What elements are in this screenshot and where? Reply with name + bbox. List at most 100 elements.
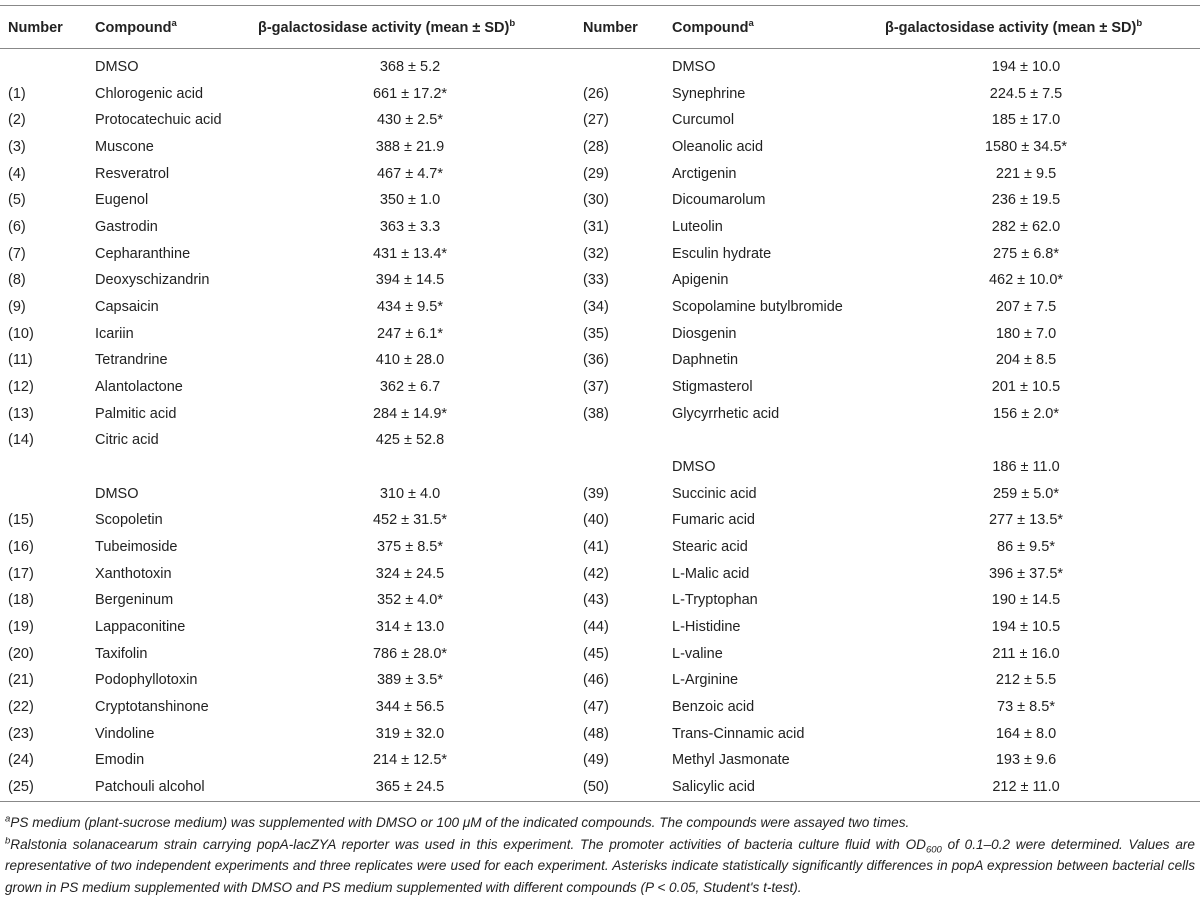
footnote-text: Ralstonia solanacearum strain carrying p…	[10, 836, 926, 852]
number-cell: (14)	[8, 432, 34, 449]
compound-cell: L-Malic acid	[672, 565, 750, 582]
compound-cell: Deoxyschizandrin	[95, 272, 210, 289]
compound-cell: Stearic acid	[672, 539, 748, 556]
compound-cell: DMSO	[95, 59, 139, 75]
compound-cell: Capsaicin	[95, 299, 159, 316]
activity-cell: 368 ± 5.2	[379, 59, 441, 75]
number-cell: (9)	[8, 299, 26, 316]
footnotes: aPS medium (plant-sucrose medium) was su…	[5, 812, 1195, 898]
activity-cell: 467 ± 4.7*	[376, 165, 443, 182]
compound-cell: Citric acid	[95, 432, 159, 449]
number-cell: (44)	[583, 619, 609, 636]
compound-cell: DMSO	[672, 59, 716, 75]
number-cell: (20)	[8, 645, 34, 662]
column-header: Number	[583, 19, 638, 37]
activity-cell: 362 ± 6.7	[379, 379, 441, 396]
number-cell: (49)	[583, 752, 609, 769]
compound-cell: DMSO	[672, 459, 716, 476]
activity-cell: 324 ± 24.5	[375, 565, 445, 582]
footnote: bRalstonia solanacearum strain carrying …	[5, 834, 1195, 899]
activity-cell: 388 ± 21.9	[375, 139, 445, 155]
compound-cell: Gastrodin	[95, 219, 158, 236]
number-cell: (45)	[583, 645, 609, 662]
activity-cell: 350 ± 1.0	[379, 192, 441, 209]
activity-cell: 425 ± 52.8	[375, 432, 445, 449]
compound-cell: Muscone	[95, 139, 154, 155]
activity-cell: 207 ± 7.5	[995, 299, 1057, 316]
activity-cell: 221 ± 9.5	[995, 165, 1057, 182]
header-superscript: b	[509, 18, 516, 30]
activity-cell: 310 ± 4.0	[379, 485, 441, 502]
column-header: β-galactosidase activity (mean ± SD)b	[258, 19, 515, 37]
header-text: Number	[8, 20, 63, 36]
number-cell: (32)	[583, 245, 609, 262]
activity-cell: 394 ± 14.5	[375, 272, 445, 289]
number-cell: (8)	[8, 272, 26, 289]
number-cell: (28)	[583, 139, 609, 155]
number-cell: (27)	[583, 112, 609, 129]
number-cell: (2)	[8, 112, 26, 129]
number-cell: (25)	[8, 779, 34, 796]
compound-cell: Resveratrol	[95, 165, 170, 182]
compound-cell: Methyl Jasmonate	[672, 752, 790, 769]
compound-cell: L-Tryptophan	[672, 592, 758, 609]
number-cell: (1)	[8, 85, 26, 102]
compound-cell: Fumaric acid	[672, 512, 755, 529]
compound-cell: Apigenin	[672, 272, 729, 289]
compound-cell: Salicylic acid	[672, 779, 755, 796]
number-cell: (42)	[583, 565, 609, 582]
compound-cell: Vindoline	[95, 725, 155, 742]
number-cell: (16)	[8, 539, 34, 556]
number-cell: (40)	[583, 512, 609, 529]
number-cell: (24)	[8, 752, 34, 769]
header-text: Compound	[95, 20, 172, 36]
number-cell: (35)	[583, 325, 609, 342]
footnote-mark: a	[5, 813, 11, 825]
number-cell: (5)	[8, 192, 26, 209]
activity-cell: 661 ± 17.2*	[372, 85, 448, 102]
compound-cell: Cepharanthine	[95, 245, 191, 262]
activity-cell: 396 ± 37.5*	[988, 565, 1064, 582]
activity-cell: 194 ± 10.5	[991, 619, 1061, 636]
number-cell: (47)	[583, 699, 609, 716]
activity-cell: 410 ± 28.0	[375, 352, 445, 369]
activity-cell: 1580 ± 34.5*	[984, 139, 1068, 155]
number-cell: (30)	[583, 192, 609, 209]
footnote-mark: b	[5, 834, 11, 846]
activity-cell: 156 ± 2.0*	[992, 405, 1059, 422]
activity-cell: 431 ± 13.4*	[372, 245, 448, 262]
activity-cell: 247 ± 6.1*	[376, 325, 443, 342]
column-header: Compounda	[95, 19, 177, 37]
number-cell: (37)	[583, 379, 609, 396]
activity-cell: 259 ± 5.0*	[992, 485, 1059, 502]
activity-cell: 282 ± 62.0	[991, 219, 1061, 236]
compound-cell: Emodin	[95, 752, 145, 769]
compound-cell: Xanthotoxin	[95, 565, 172, 582]
number-cell: (50)	[583, 779, 609, 796]
number-cell: (11)	[8, 352, 33, 369]
header-text: Compound	[672, 20, 749, 36]
number-cell: (41)	[583, 539, 609, 556]
compound-cell: Eugenol	[95, 192, 149, 209]
activity-cell: 352 ± 4.0*	[376, 592, 443, 609]
compound-cell: Lappaconitine	[95, 619, 186, 636]
compound-cell: Esculin hydrate	[672, 245, 772, 262]
number-cell: (7)	[8, 245, 26, 262]
number-cell: (6)	[8, 219, 26, 236]
number-cell: (34)	[583, 299, 609, 316]
footnote-text: of 0.1–0.2 were determined. Values are r…	[5, 836, 1195, 895]
activity-cell: 201 ± 10.5	[991, 379, 1061, 396]
number-cell: (4)	[8, 165, 26, 182]
compound-cell: Chlorogenic acid	[95, 85, 204, 102]
compound-cell: Diosgenin	[672, 325, 737, 342]
header-text: β-galactosidase activity (mean ± SD)	[885, 20, 1137, 36]
compound-cell: Alantolactone	[95, 379, 183, 396]
activity-cell: 462 ± 10.0*	[988, 272, 1064, 289]
compound-cell: Synephrine	[672, 85, 746, 102]
activity-cell: 430 ± 2.5*	[376, 112, 443, 129]
activity-cell: 164 ± 8.0	[995, 725, 1057, 742]
header-superscript: a	[748, 18, 754, 30]
number-cell: (21)	[8, 672, 34, 689]
activity-cell: 314 ± 13.0	[375, 619, 445, 636]
